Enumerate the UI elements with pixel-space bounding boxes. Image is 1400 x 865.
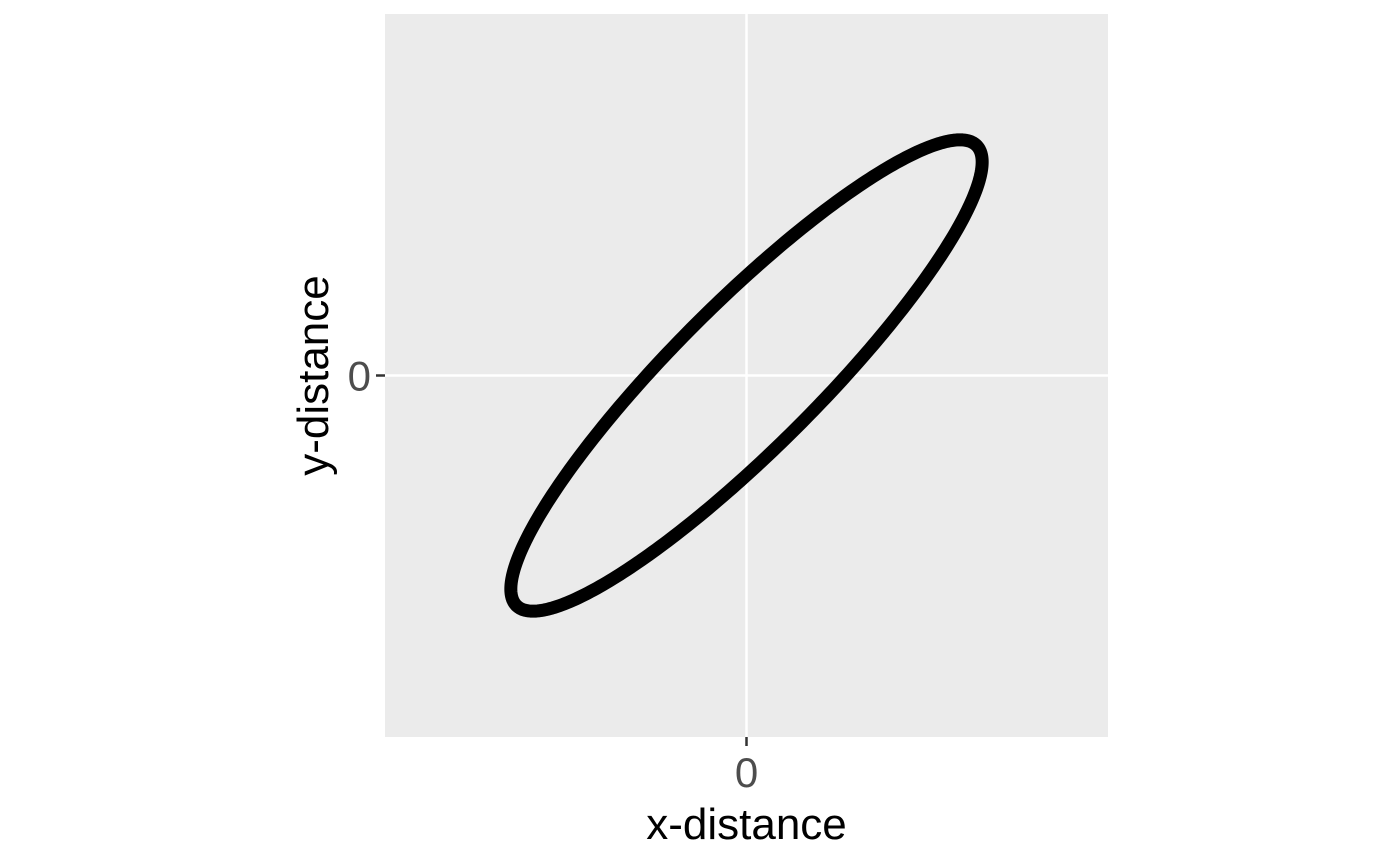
y-axis-title: y-distance	[289, 275, 338, 476]
grid-lines	[385, 14, 1108, 737]
x-axis-title: x-distance	[646, 800, 847, 849]
tick-labels: 00	[348, 353, 759, 797]
y-tick-label-0: 0	[348, 353, 371, 400]
ellipse-curve	[504, 133, 989, 618]
x-tick-label-0: 0	[735, 749, 758, 796]
axis-ticks	[376, 374, 748, 746]
